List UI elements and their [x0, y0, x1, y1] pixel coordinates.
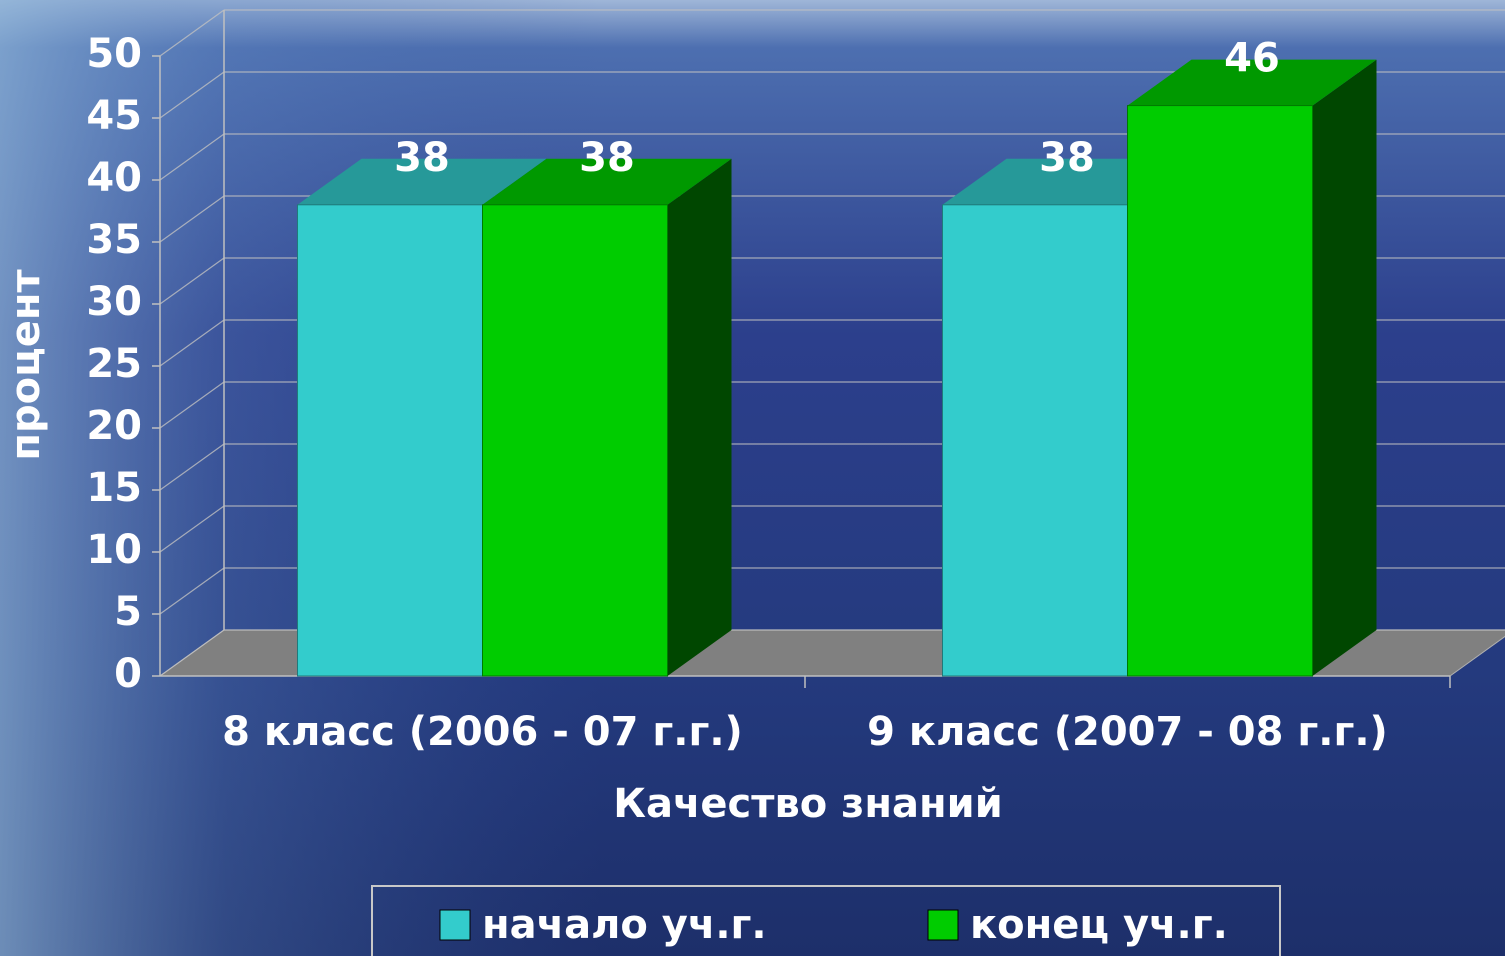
y-tick-label: 15	[86, 465, 142, 511]
bar	[1127, 105, 1313, 677]
value-label: 46	[1224, 36, 1280, 82]
bar	[482, 204, 668, 677]
bar-top	[297, 158, 547, 205]
bar	[942, 204, 1128, 677]
y-tick-label: 0	[114, 651, 142, 697]
legend-box	[371, 885, 1281, 956]
legend-label: начало уч.г.	[482, 902, 767, 948]
legend: начало уч.г. конец уч.г.	[439, 902, 1228, 948]
y-tick-label: 35	[86, 217, 142, 263]
grid-line-side	[159, 9, 225, 57]
plot-area: 0 5 10 15 20 25 30 35 40 45 50 8 класс (2006 - 07 г…	[86, 9, 1505, 755]
legend-label: конец уч.г.	[970, 902, 1228, 948]
value-label: 38	[1039, 135, 1095, 181]
bar	[297, 204, 483, 677]
value-label: 38	[579, 135, 635, 181]
grid-line-side	[159, 71, 225, 119]
y-tick-label: 40	[86, 155, 142, 201]
bar-side	[667, 158, 732, 677]
y-tick-label: 30	[86, 279, 142, 325]
x-tick-label: 8 класс (2006 - 07 г.г.)	[222, 709, 743, 755]
grid-line-side	[159, 257, 225, 305]
bar-top	[1127, 59, 1377, 106]
x-tick-label: 9 класс (2007 - 08 г.г.)	[867, 709, 1388, 755]
y-tick-label: 10	[86, 527, 142, 573]
bar-top	[482, 158, 732, 205]
grid-line-side	[159, 319, 225, 367]
y-tick-label: 50	[86, 31, 142, 77]
y-tick-label: 25	[86, 341, 142, 387]
legend-swatch	[439, 909, 471, 941]
value-label: 38	[394, 135, 450, 181]
grid-line-side	[159, 505, 225, 553]
y-tick-label: 5	[114, 589, 142, 635]
grid-line-side	[159, 133, 225, 181]
grid-line-side	[159, 443, 225, 491]
legend-swatch	[927, 909, 959, 941]
y-tick-label: 20	[86, 403, 142, 449]
grid-line-side	[159, 629, 225, 677]
grid-line-side	[159, 567, 225, 615]
y-tick-label: 45	[86, 93, 142, 139]
y-axis-title: процент	[3, 269, 49, 461]
grid-line-side	[159, 195, 225, 243]
x-axis-title: Качество знаний	[613, 781, 1002, 827]
grid-line-side	[159, 381, 225, 429]
bar-side	[1312, 59, 1377, 677]
